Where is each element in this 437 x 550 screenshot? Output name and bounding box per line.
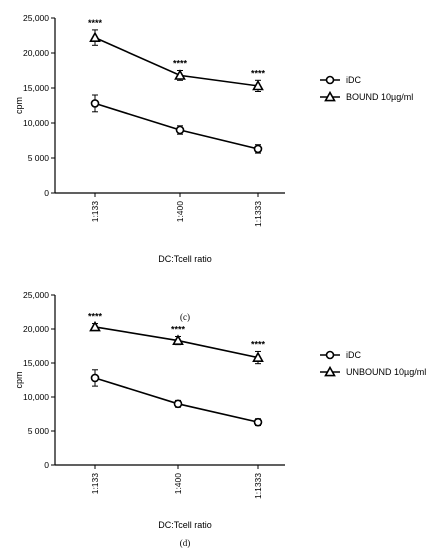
data-point — [174, 69, 186, 80]
x-axis-label: DC:Tcell ratio — [158, 254, 212, 264]
y-tick-label: 10,000 — [23, 392, 49, 402]
legend-entry: BOUND 10µg/ml — [320, 90, 413, 102]
x-tick-label: 1:133 — [90, 201, 100, 223]
legend-marker — [325, 350, 335, 360]
y-tick-label: 15,000 — [23, 358, 49, 368]
legend-marker — [324, 365, 336, 377]
series-idc — [90, 94, 263, 154]
series-treated — [89, 320, 264, 365]
y-axis-label: cpm — [14, 371, 24, 388]
y-tick-label: 0 — [44, 188, 49, 198]
chart-panel-d: 0 5 000 10,000 15,000 20,000 25,000 1:133 1:400… — [14, 290, 426, 548]
x-tick-label: 1:400 — [173, 473, 183, 495]
y-tick-label: 20,000 — [23, 324, 49, 334]
chart-panel-c: 0 5 000 10,000 15,000 20,000 25,000 1:133 1:400… — [14, 13, 413, 322]
data-point — [253, 417, 263, 427]
x-tick-label: 1:133 — [90, 473, 100, 495]
y-axis-label: cpm — [14, 97, 24, 114]
legend-marker — [325, 75, 335, 85]
series-idc — [90, 369, 263, 427]
y-tick-label: 5 000 — [28, 426, 50, 436]
y-tick-label: 25,000 — [23, 290, 49, 300]
x-tick-label: 1:1333 — [253, 473, 263, 499]
significance-marker: **** — [251, 339, 266, 349]
x-axis-label: DC:Tcell ratio — [158, 520, 212, 530]
data-point — [90, 99, 100, 108]
y-tick-label: 0 — [44, 460, 49, 470]
significance-marker: **** — [171, 324, 186, 334]
data-point — [173, 399, 183, 409]
legend-entry: iDC — [320, 75, 361, 85]
significance-marker: **** — [88, 18, 103, 28]
series-treated — [89, 29, 264, 92]
data-point — [89, 31, 101, 43]
legend-entry: UNBOUND 10µg/ml — [320, 365, 426, 377]
panel-label: (c) — [180, 312, 190, 322]
y-tick-label: 20,000 — [23, 48, 49, 58]
data-point — [253, 144, 263, 154]
x-tick-label: 1:400 — [175, 201, 185, 223]
x-tick-label: 1:1333 — [253, 201, 263, 227]
legend-entry: iDC — [320, 350, 361, 360]
data-point — [89, 320, 101, 332]
y-tick-label: 10,000 — [23, 118, 49, 128]
legend-marker — [324, 90, 336, 102]
y-tick-label: 5 000 — [28, 153, 50, 163]
data-point — [172, 334, 184, 345]
data-point — [90, 373, 100, 383]
data-point — [252, 79, 264, 91]
panel-label: (d) — [180, 538, 191, 548]
significance-marker: **** — [251, 68, 266, 78]
y-tick-label: 15,000 — [23, 83, 49, 93]
legend-label: BOUND 10µg/ml — [346, 92, 413, 102]
y-tick-label: 25,000 — [23, 13, 49, 23]
legend-label: iDC — [346, 75, 361, 85]
data-point — [252, 351, 264, 362]
legend-label: UNBOUND 10µg/ml — [346, 367, 426, 377]
significance-marker: **** — [173, 59, 188, 69]
significance-marker: **** — [88, 312, 103, 322]
legend-label: iDC — [346, 350, 361, 360]
series-line — [94, 102, 259, 150]
data-point — [175, 125, 185, 135]
